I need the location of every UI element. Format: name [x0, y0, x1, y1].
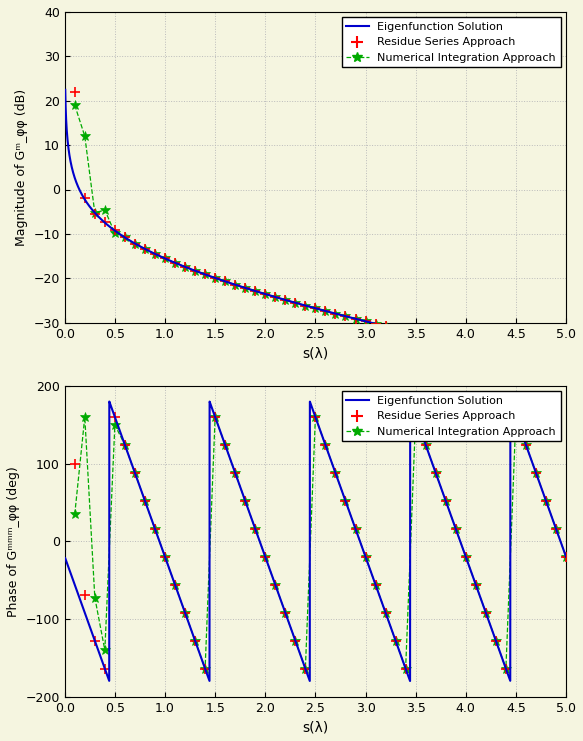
X-axis label: s(λ): s(λ) — [302, 720, 329, 734]
X-axis label: s(λ): s(λ) — [302, 346, 329, 360]
Y-axis label: Phase of Gᵐᵐᵐ_φφ (deg): Phase of Gᵐᵐᵐ_φφ (deg) — [7, 466, 20, 617]
Y-axis label: Magnitude of Gᵐ_φφ (dB): Magnitude of Gᵐ_φφ (dB) — [15, 89, 28, 246]
Legend: Eigenfunction Solution, Residue Series Approach, Numerical Integration Approach: Eigenfunction Solution, Residue Series A… — [342, 391, 560, 442]
Legend: Eigenfunction Solution, Residue Series Approach, Numerical Integration Approach: Eigenfunction Solution, Residue Series A… — [342, 18, 560, 67]
